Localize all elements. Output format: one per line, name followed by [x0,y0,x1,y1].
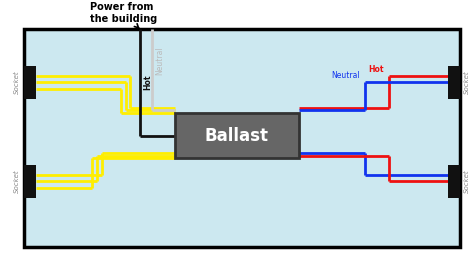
Text: Hot: Hot [368,65,384,73]
Bar [448,66,460,99]
Bar [175,113,299,158]
Text: Socket: Socket [14,70,20,94]
Text: Socket: Socket [464,70,470,94]
Bar [24,66,36,99]
Text: Power from
the building: Power from the building [90,2,157,29]
Text: Socket: Socket [14,170,20,193]
Bar [24,29,460,247]
Text: Socket: Socket [464,170,470,193]
Text: Ballast: Ballast [205,127,269,145]
Text: Neutral: Neutral [155,47,164,75]
Text: Hot: Hot [143,75,152,90]
Text: Neutral: Neutral [332,71,360,80]
Bar [448,165,460,198]
Bar [24,165,36,198]
